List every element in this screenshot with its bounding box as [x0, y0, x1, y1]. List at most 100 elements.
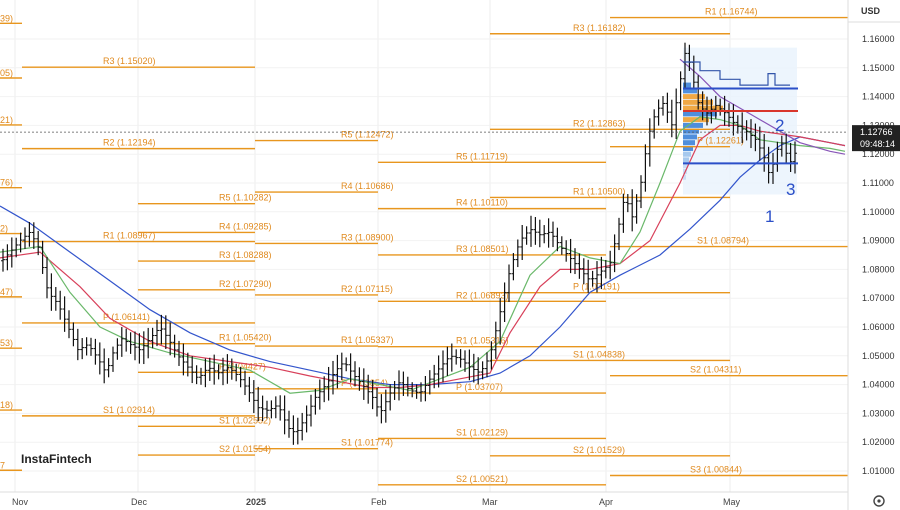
pivot-label: R1 (1.05420) — [219, 333, 272, 343]
y-tick-label: 1.10000 — [862, 207, 895, 217]
pivot-label: R3 (1.08501) — [456, 244, 509, 254]
y-tick-label: 1.07000 — [862, 293, 895, 303]
y-tick-label: 1.01000 — [862, 466, 895, 476]
volume-profile-bar — [683, 157, 689, 163]
volume-profile-bar — [683, 134, 697, 140]
settings-gear-icon[interactable] — [873, 495, 885, 507]
brand-logo: InstaFintech — [21, 452, 92, 466]
volume-profile-bar — [683, 94, 705, 100]
pivot-label: R1 (1.10500) — [573, 186, 626, 196]
pivot-label: R5 (1.12472) — [341, 130, 394, 140]
pivot-label: R3 (1.15020) — [103, 56, 156, 66]
y-tick-label: 1.14000 — [862, 92, 895, 102]
pivot-label: R1 (1.05316) — [456, 336, 509, 346]
pivot-label: S2 (1.04311) — [690, 365, 741, 375]
pivot-label: 76) — [0, 178, 13, 188]
pivot-label: S1 (1.08794) — [697, 236, 749, 246]
countdown-label: 09:48:14 — [860, 139, 895, 149]
pivot-label: R5 (1.11719) — [456, 151, 508, 161]
y-tick-label: 1.06000 — [862, 322, 895, 332]
pivot-label: P (1.03854) — [341, 378, 388, 388]
profile-levels — [683, 61, 798, 165]
currency-label: USD — [861, 6, 881, 16]
y-tick-label: 1.15000 — [862, 63, 895, 73]
time-axis: Nov Dec 2025 Feb Mar Apr May — [0, 491, 885, 507]
pivot-label: R4 (1.09285) — [219, 221, 272, 231]
pivot-label: R3 (1.08288) — [219, 250, 272, 260]
gear-outer — [873, 495, 885, 507]
price-axis-background — [848, 0, 900, 510]
pivot-label: S3 (1.00844) — [690, 464, 742, 474]
pivot-label: R2 (1.12194) — [103, 138, 156, 148]
y-tick-label: 1.05000 — [862, 351, 895, 361]
price-now-label: 1.12766 — [860, 127, 893, 137]
volume-profile-bar — [683, 111, 717, 117]
pivot-label: R3 (1.16182) — [573, 23, 626, 33]
y-tick-label: 1.16000 — [862, 34, 895, 44]
pivot-label: R1 (1.08967) — [103, 231, 156, 241]
x-tick-label: Dec — [131, 497, 148, 507]
pivot-label: R3 (1.08900) — [341, 232, 394, 242]
volume-profile-bar — [683, 88, 697, 94]
y-tick-label: 1.12000 — [862, 149, 895, 159]
y-tick-label: 1.03000 — [862, 408, 895, 418]
pivot-label: 18) — [0, 400, 13, 410]
volume-profile-bar — [683, 122, 703, 128]
y-tick-label: 1.11000 — [862, 178, 894, 188]
wave-label-3: 3 — [786, 180, 795, 199]
volume-profile-bar — [683, 82, 691, 88]
pivot-label: 53) — [0, 338, 13, 348]
profile-step-line — [683, 61, 790, 86]
volume-profile-bar — [683, 151, 691, 157]
x-tick-label: Apr — [599, 497, 613, 507]
wave-label-2: 2 — [775, 116, 784, 135]
pivot-label: R2 (1.07290) — [219, 279, 272, 289]
annotations: 1 2 3 InstaFintech — [0, 116, 848, 469]
pivot-label: R1 (1.05337) — [341, 335, 394, 345]
pivot-label: 39) — [0, 13, 13, 23]
gear-center — [877, 499, 881, 503]
y-tick-label: 1.09000 — [862, 236, 895, 246]
pivot-label: S2 (1.00521) — [456, 474, 508, 484]
volume-profile-bar — [683, 145, 693, 151]
pivot-label: 2) — [0, 224, 8, 234]
x-tick-label: May — [723, 497, 741, 507]
x-tick-label: Feb — [371, 497, 387, 507]
pivot-label: R5 (1.10282) — [219, 193, 272, 203]
x-tick-label: 2025 — [246, 497, 266, 507]
price-now-box — [852, 125, 900, 152]
pivot-label: S2 (1.01529) — [573, 445, 625, 455]
x-tick-label: Mar — [482, 497, 498, 507]
pivot-label: 21) — [0, 115, 13, 125]
pivot-label: R2 (1.07115) — [341, 284, 393, 294]
ma-blue-line — [0, 136, 846, 386]
volume-profile-bar — [683, 140, 695, 146]
x-tick-label: Nov — [12, 497, 29, 507]
pivot-label: P (1.04427) — [219, 361, 266, 371]
price-axis: USD1.160001.150001.140001.130001.120001.… — [847, 0, 900, 510]
pivot-label: S1 (1.01774) — [341, 438, 393, 448]
pivot-label: R1 (1.16744) — [705, 7, 758, 17]
pivot-label: 05) — [0, 68, 13, 78]
pivot-label: 7 — [0, 460, 5, 470]
brand-background — [16, 447, 90, 469]
pivot-label: R4 (1.10110) — [456, 198, 508, 208]
pivot-label: S1 (1.02129) — [456, 427, 508, 437]
pivot-label: R2 (1.06893) — [456, 290, 509, 300]
y-tick-label: 1.02000 — [862, 437, 895, 447]
pivot-label: S1 (1.04838) — [573, 349, 625, 359]
price-bars — [1, 42, 797, 445]
pivot-label: S1 (1.02914) — [103, 405, 155, 415]
y-tick-label: 1.08000 — [862, 264, 895, 274]
pivot-label: R2 (1.12863) — [573, 118, 626, 128]
volume-profile-bar — [683, 163, 688, 169]
pivot-label: R4 (1.10686) — [341, 181, 394, 191]
volume-profile-bar — [683, 174, 686, 180]
pivot-label: S2 (1.01554) — [219, 444, 271, 454]
pivot-label: P (1.03707) — [456, 382, 503, 392]
pivot-label: 47) — [0, 287, 13, 297]
pivot-label: S1 (1.02552) — [219, 415, 271, 425]
wave-label-1: 1 — [765, 207, 774, 226]
